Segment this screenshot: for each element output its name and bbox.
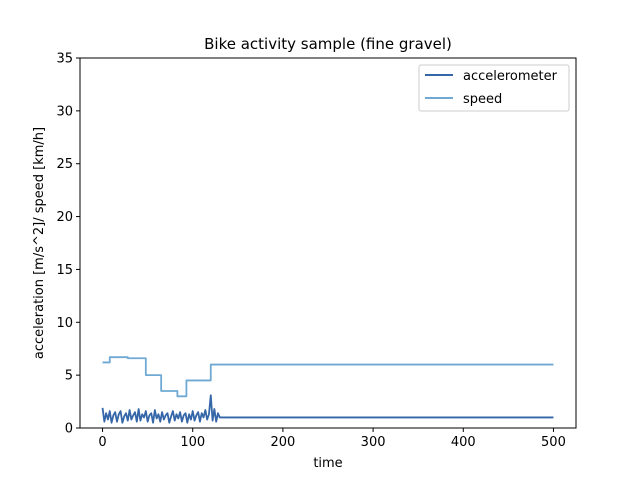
y-tick-label: 30 xyxy=(56,104,73,119)
x-axis-label: time xyxy=(313,456,342,471)
x-tick-label: 100 xyxy=(180,435,205,450)
y-tick-label: 15 xyxy=(56,263,73,278)
y-tick-label: 0 xyxy=(65,422,73,437)
series-layer xyxy=(101,356,554,424)
legend-label-accelerometer: accelerometer xyxy=(463,69,558,84)
series-line-accelerometer xyxy=(101,394,554,424)
series-line-speed xyxy=(102,356,554,398)
y-tick-label: 5 xyxy=(65,369,73,384)
x-tick-label: 200 xyxy=(270,435,295,450)
x-tick-label: 500 xyxy=(541,435,566,450)
x-tick-label: 0 xyxy=(98,435,106,450)
y-axis-ticks: 0 5 10 15 20 25 30 35 xyxy=(56,52,80,437)
plot-frame xyxy=(79,57,577,429)
y-tick-label: 20 xyxy=(56,210,73,225)
legend-box xyxy=(418,64,570,112)
y-tick-label: 35 xyxy=(56,52,73,67)
x-tick-label: 400 xyxy=(451,435,476,450)
chart-title: Bike activity sample (fine gravel) xyxy=(204,35,452,53)
legend-label-speed: speed xyxy=(463,92,502,107)
legend: accelerometer speed xyxy=(418,64,570,112)
y-axis-label: acceleration [m/s^2]/ speed [km/h] xyxy=(32,127,47,359)
y-tick-label: 25 xyxy=(56,157,73,172)
x-tick-label: 300 xyxy=(361,435,386,450)
x-axis-ticks: 0 100 200 300 400 500 xyxy=(98,428,566,450)
y-tick-label: 10 xyxy=(56,316,73,331)
